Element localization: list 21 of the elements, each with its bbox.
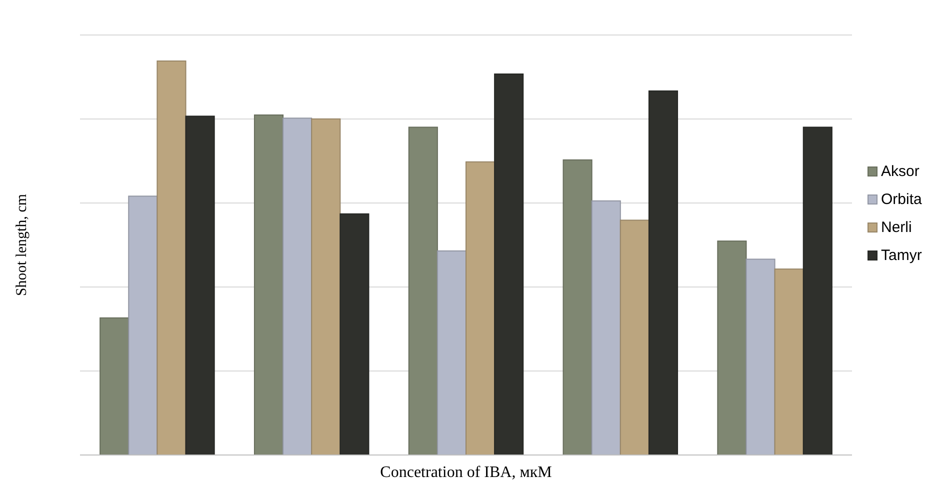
bar xyxy=(254,114,284,456)
bar xyxy=(311,118,341,456)
bar xyxy=(562,159,592,456)
bar xyxy=(408,126,438,456)
bar xyxy=(620,220,650,456)
legend-label: Tamyr xyxy=(881,247,922,264)
legend-label: Orbita xyxy=(881,191,923,208)
legend-label: Aksor xyxy=(881,163,920,180)
bar xyxy=(185,116,215,456)
y-axis-title: Shoot length, cm xyxy=(14,194,30,296)
bar xyxy=(802,126,832,456)
bar xyxy=(340,213,370,456)
legend-label: Nerli xyxy=(881,219,912,236)
bar xyxy=(717,240,747,456)
x-axis-title: Concetration of IBA, мкМ xyxy=(380,464,552,481)
bar xyxy=(466,161,496,456)
bar xyxy=(648,90,678,456)
bar xyxy=(156,60,186,456)
bar xyxy=(494,74,524,456)
bar xyxy=(100,317,130,456)
bar xyxy=(774,268,804,456)
